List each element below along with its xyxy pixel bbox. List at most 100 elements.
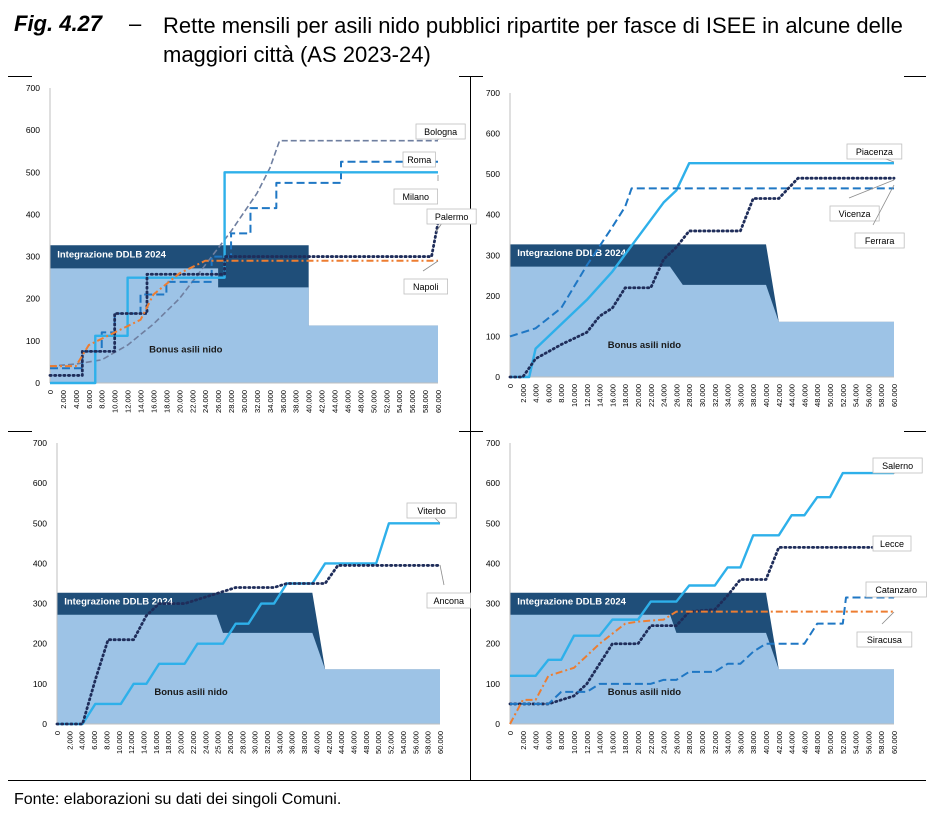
x-tick-label: 42.000 (775, 384, 784, 407)
x-tick-label: 48.000 (356, 390, 365, 413)
x-tick-label: 32.000 (263, 731, 272, 754)
x-tick-label: 0 (46, 390, 55, 394)
x-tick-label: 38.000 (749, 731, 758, 754)
x-tick-label: 34.000 (724, 384, 733, 407)
series-label-siracusa: Siracusa (867, 635, 902, 645)
x-tick-label: 38.000 (300, 731, 309, 754)
x-tick-label: 14.000 (137, 390, 146, 413)
x-tick-label: 40.000 (762, 731, 771, 754)
x-tick-label: 28.000 (685, 384, 694, 407)
x-tick-label: 54.000 (395, 390, 404, 413)
y-tick-label: 500 (486, 169, 500, 179)
y-tick-label: 500 (486, 518, 500, 528)
series-label-vicenza: Vicenza (839, 209, 871, 219)
x-tick-label: 46.000 (800, 731, 809, 754)
panel-divider-mid-mid (459, 431, 483, 432)
x-tick-label: 10.000 (115, 731, 124, 754)
series-line-lecce (508, 545, 896, 706)
x-tick-label: 8.000 (557, 384, 566, 403)
series-label-piacenza: Piacenza (856, 147, 893, 157)
series-label-ferrara: Ferrara (865, 236, 895, 246)
x-tick-label: 46.000 (343, 390, 352, 413)
y-tick-label: 100 (26, 336, 40, 346)
x-tick-label: 36.000 (288, 731, 297, 754)
series-label-catanzaro: Catanzaro (875, 585, 917, 595)
x-tick-label: 56.000 (864, 384, 873, 407)
x-tick-label: 48.000 (813, 384, 822, 407)
bottom-rule (8, 780, 926, 781)
label-box-roma (402, 151, 436, 168)
x-tick-label: 2.000 (59, 390, 68, 409)
x-tick-label: 10.000 (570, 731, 579, 754)
label-box-ferrara (854, 232, 905, 249)
x-tick-label: 52.000 (382, 390, 391, 413)
label-leader-napoli (422, 260, 439, 272)
x-tick-label: 22.000 (647, 731, 656, 754)
y-tick-label: 0 (35, 378, 40, 388)
series-line-roma (50, 160, 438, 370)
area-bonus-asili-nido (510, 614, 894, 724)
x-tick-label: 26.000 (672, 731, 681, 754)
label-leader-ancona (439, 564, 445, 586)
x-tick-label: 60.000 (890, 731, 899, 754)
figure-title: Rette mensili per asili nido pubblici ri… (163, 13, 903, 67)
x-tick-label: 22.000 (647, 384, 656, 407)
x-tick-label: 44.000 (788, 384, 797, 407)
x-tick-label: 50.000 (826, 384, 835, 407)
x-tick-label: 48.000 (362, 731, 371, 754)
x-tick-label: 2.000 (519, 384, 528, 403)
x-tick-label: 6.000 (85, 390, 94, 409)
x-tick-label: 25.000 (214, 731, 223, 754)
x-tick-label: 44.000 (337, 731, 346, 754)
y-tick-label: 300 (486, 599, 500, 609)
x-tick-label: 8.000 (102, 731, 111, 750)
series-label-ancona: Ancona (434, 596, 465, 606)
y-tick-label: 700 (486, 438, 500, 448)
y-tick-label: 600 (26, 125, 40, 135)
x-tick-label: 58.000 (421, 390, 430, 413)
y-tick-label: 200 (33, 639, 47, 649)
figure-label: Fig. 4.27 (14, 11, 103, 36)
x-tick-label: 34.000 (275, 731, 284, 754)
x-tick-label: 50.000 (374, 731, 383, 754)
series-line-palermo (48, 221, 440, 377)
figure-source: Fonte: elaborazioni su dati dei singoli … (14, 791, 342, 808)
y-tick-label: 500 (26, 167, 40, 177)
x-tick-label: 24.000 (201, 390, 210, 413)
x-tick-label: 10.000 (111, 390, 120, 413)
y-tick-label: 100 (33, 679, 47, 689)
label-box-ancona (426, 592, 471, 609)
x-tick-label: 40.000 (312, 731, 321, 754)
x-tick-label: 34.000 (266, 390, 275, 413)
x-tick-label: 10.000 (570, 384, 579, 407)
panel-divider-right-top (904, 76, 926, 77)
x-tick-label: 52.000 (839, 384, 848, 407)
series-label-viterbo: Viterbo (417, 506, 445, 516)
x-tick-label: 26.000 (226, 731, 235, 754)
x-tick-label: 34.000 (724, 731, 733, 754)
series-label-bologna: Bologna (424, 127, 457, 137)
series-label-roma: Roma (407, 155, 431, 165)
x-tick-label: 42.000 (318, 390, 327, 413)
x-tick-label: 6.000 (544, 731, 553, 750)
chart-panel-top-right: Integrazione DDLB 2024 Bonus asili nido 0 1… (486, 88, 905, 407)
x-tick-label: 18.000 (164, 731, 173, 754)
x-tick-label: 16.000 (608, 731, 617, 754)
label-box-catanzaro (865, 581, 927, 598)
x-tick-label: 24.000 (201, 731, 210, 754)
series-label-napoli: Napoli (413, 282, 439, 292)
x-tick-label: 60.000 (434, 390, 443, 413)
x-tick-label: 16.000 (152, 731, 161, 754)
label-box-bologna (415, 123, 466, 140)
x-tick-label: 18.000 (162, 390, 171, 413)
label-box-lecce (872, 535, 912, 552)
x-tick-label: 0 (506, 731, 515, 735)
x-tick-label: 2.000 (519, 731, 528, 750)
x-tick-label: 4.000 (532, 731, 541, 750)
x-tick-label: 48.000 (813, 731, 822, 754)
area-bonus-asili-nido (510, 266, 894, 377)
y-tick-label: 0 (42, 719, 47, 729)
area-label-integrazione: Integrazione DDLB 2024 (57, 249, 166, 260)
x-tick-label: 28.000 (685, 731, 694, 754)
